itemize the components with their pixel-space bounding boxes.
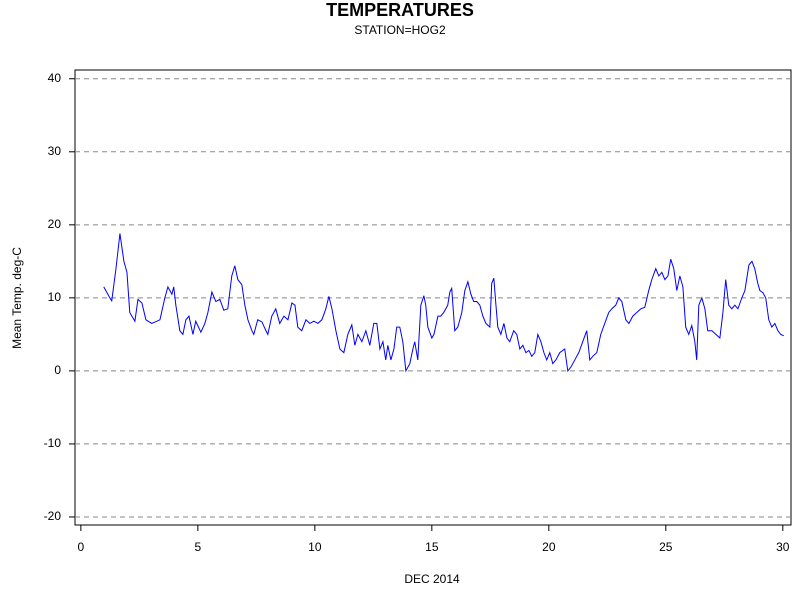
x-tick-label: 20 <box>542 540 556 554</box>
y-tick-label: 20 <box>48 217 62 231</box>
x-tick-label: 25 <box>659 540 673 554</box>
y-axis-label: Mean Temp. deg-C <box>10 247 24 349</box>
x-axis-label: DEC 2014 <box>404 572 460 586</box>
x-tick-label: 5 <box>194 540 201 554</box>
y-tick-label: -10 <box>44 436 62 450</box>
y-tick-label: 0 <box>54 363 61 377</box>
y-tick-label: 30 <box>48 144 62 158</box>
data-line <box>103 233 784 373</box>
chart-subtitle: STATION=HOG2 <box>354 23 446 37</box>
x-tick-label: 30 <box>776 540 790 554</box>
chart-title: TEMPERATURES <box>326 0 474 20</box>
x-tick-label: 0 <box>78 540 85 554</box>
x-tick-label: 15 <box>425 540 439 554</box>
y-tick-label: 10 <box>48 290 62 304</box>
x-tick-label: 10 <box>308 540 322 554</box>
y-tick-label: -20 <box>44 509 62 523</box>
y-tick-label: 40 <box>48 71 62 85</box>
